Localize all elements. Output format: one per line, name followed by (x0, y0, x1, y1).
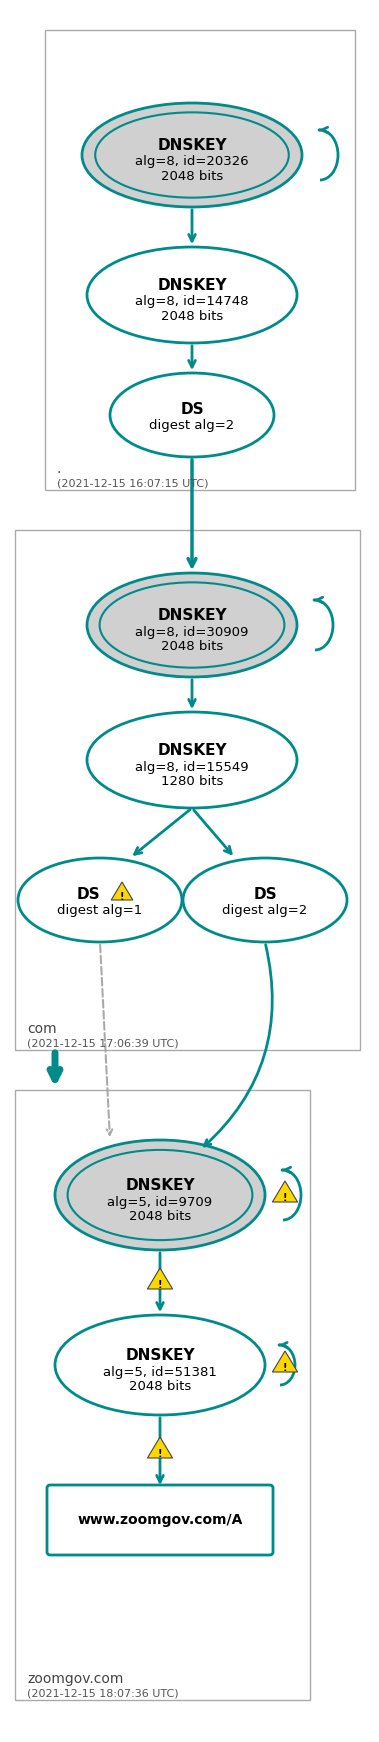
Text: alg=8, id=14748: alg=8, id=14748 (135, 296, 249, 308)
Text: DS: DS (180, 401, 204, 416)
Text: 2048 bits: 2048 bits (161, 310, 223, 322)
Ellipse shape (67, 1150, 252, 1240)
Text: !: ! (158, 1449, 162, 1460)
Text: alg=8, id=15549: alg=8, id=15549 (135, 761, 249, 773)
Text: alg=8, id=30909: alg=8, id=30909 (135, 625, 249, 639)
Text: DNSKEY: DNSKEY (157, 608, 227, 622)
Text: 2048 bits: 2048 bits (129, 1380, 191, 1392)
Ellipse shape (110, 373, 274, 456)
Polygon shape (147, 1268, 172, 1289)
Text: zoomgov.com: zoomgov.com (27, 1672, 124, 1686)
FancyBboxPatch shape (15, 1090, 310, 1700)
Text: !: ! (158, 1280, 162, 1291)
Text: digest alg=1: digest alg=1 (57, 904, 143, 916)
FancyBboxPatch shape (45, 30, 355, 490)
Polygon shape (273, 1352, 298, 1373)
Ellipse shape (55, 1139, 265, 1251)
Text: DNSKEY: DNSKEY (157, 277, 227, 293)
Text: alg=5, id=51381: alg=5, id=51381 (103, 1366, 217, 1378)
Text: 2048 bits: 2048 bits (161, 639, 223, 653)
Ellipse shape (183, 859, 347, 942)
Text: DS: DS (76, 887, 100, 902)
Ellipse shape (87, 712, 297, 808)
Text: 2048 bits: 2048 bits (129, 1209, 191, 1223)
Text: !: ! (120, 892, 124, 902)
Text: 1280 bits: 1280 bits (161, 775, 223, 787)
Polygon shape (111, 881, 133, 901)
Text: DNSKEY: DNSKEY (157, 742, 227, 758)
Text: DS: DS (253, 887, 277, 902)
Text: 2048 bits: 2048 bits (161, 169, 223, 183)
Text: www.zoomgov.com/A: www.zoomgov.com/A (77, 1514, 243, 1528)
Text: (2021-12-15 18:07:36 UTC): (2021-12-15 18:07:36 UTC) (27, 1688, 179, 1698)
Ellipse shape (18, 859, 182, 942)
Text: digest alg=2: digest alg=2 (222, 904, 308, 916)
Text: !: ! (283, 1193, 287, 1204)
Text: DNSKEY: DNSKEY (125, 1348, 195, 1362)
Text: DNSKEY: DNSKEY (157, 138, 227, 153)
Ellipse shape (95, 113, 289, 197)
Text: alg=5, id=9709: alg=5, id=9709 (107, 1195, 213, 1209)
Text: (2021-12-15 17:06:39 UTC): (2021-12-15 17:06:39 UTC) (27, 1038, 179, 1049)
Text: digest alg=2: digest alg=2 (149, 418, 235, 432)
Text: alg=8, id=20326: alg=8, id=20326 (135, 155, 249, 169)
FancyBboxPatch shape (15, 530, 360, 1050)
Ellipse shape (87, 573, 297, 678)
Text: !: ! (283, 1362, 287, 1373)
Text: .: . (57, 462, 61, 476)
Ellipse shape (55, 1315, 265, 1415)
Ellipse shape (87, 247, 297, 343)
FancyBboxPatch shape (47, 1484, 273, 1556)
Polygon shape (147, 1437, 172, 1458)
Ellipse shape (100, 582, 284, 667)
Text: DNSKEY: DNSKEY (125, 1178, 195, 1193)
Ellipse shape (82, 103, 302, 207)
Text: com: com (27, 1023, 56, 1036)
Polygon shape (273, 1181, 298, 1202)
Text: (2021-12-15 16:07:15 UTC): (2021-12-15 16:07:15 UTC) (57, 477, 208, 488)
